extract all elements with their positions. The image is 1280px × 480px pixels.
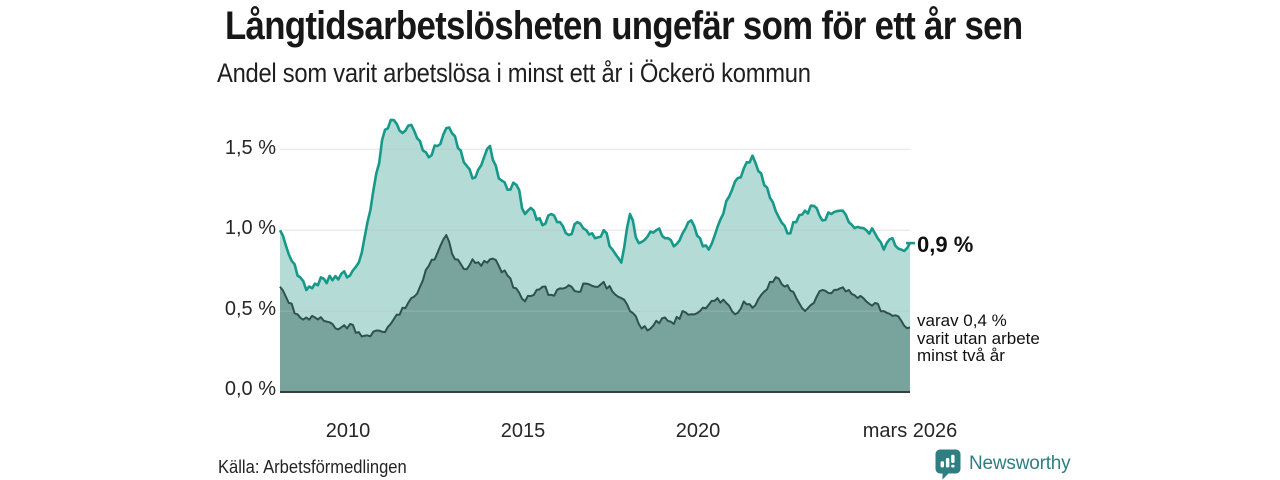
- newsworthy-logo-icon: [935, 449, 961, 480]
- secondary-value-line-1: varav 0,4 %: [917, 311, 1007, 330]
- y-axis-tick-1-5: 1,5 %: [224, 137, 276, 159]
- y-axis-tick-0-5: 0,5 %: [224, 298, 276, 320]
- x-axis-tick-2015: 2015: [500, 420, 546, 442]
- chart-subtitle: Andel som varit arbetslösa i minst ett å…: [217, 58, 811, 88]
- newsworthy-logo-text: Newsworthy: [969, 453, 1071, 474]
- secondary-value-line-3: minst två år: [917, 346, 1005, 366]
- source-attribution: Källa: Arbetsförmedlingen: [218, 457, 407, 477]
- newsworthy-logo: Newsworthy: [935, 449, 1071, 480]
- y-axis-tick-0-0: 0,0 %: [224, 378, 276, 400]
- page-title: Långtidsarbetslösheten ungefär som för e…: [225, 4, 1023, 48]
- y-axis-tick-1-0: 1,0 %: [224, 217, 276, 239]
- area-chart-plot: [278, 118, 915, 393]
- x-axis-tick-2010: 2010: [325, 420, 371, 442]
- latest-value-label: 0,9 %: [917, 232, 974, 257]
- secondary-value-label: varav 0,4 % varit utan arbete minst två …: [917, 312, 1040, 365]
- x-axis-tick-2020: 2020: [675, 420, 721, 442]
- x-axis-tick-mars-2026: mars 2026: [862, 420, 958, 442]
- secondary-value-line-2: varit utan arbete: [917, 328, 1040, 348]
